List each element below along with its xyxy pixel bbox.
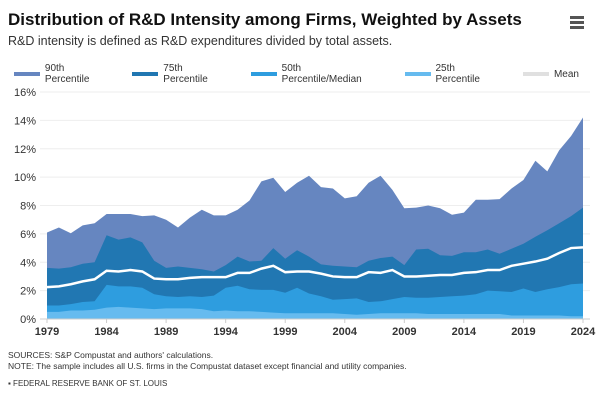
- legend-item[interactable]: 75th Percentile: [132, 63, 229, 85]
- legend-label: 50th Percentile/Median: [281, 63, 362, 85]
- legend-label: 25th Percentile: [435, 63, 480, 85]
- y-tick-label: 14%: [14, 115, 36, 127]
- chart-footnotes: SOURCES: S&P Compustat and authors' calc…: [8, 350, 407, 372]
- x-tick-label: 1979: [35, 326, 59, 338]
- legend-item[interactable]: 90th Percentile: [14, 63, 111, 85]
- y-tick-label: 2%: [20, 286, 36, 298]
- y-tick-label: 16%: [14, 87, 36, 99]
- x-tick-label: 1999: [273, 326, 297, 338]
- x-tick-label: 2004: [333, 326, 358, 338]
- legend-swatch: [522, 72, 549, 76]
- legend-item[interactable]: Mean: [522, 63, 579, 85]
- x-tick-label: 1994: [213, 326, 238, 338]
- y-tick-label: 12%: [14, 144, 36, 156]
- x-tick-label: 2024: [571, 326, 596, 338]
- legend-swatch: [14, 72, 40, 76]
- legend-label: 90th Percentile: [44, 63, 90, 85]
- chart-title: Distribution of R&D Intensity among Firm…: [8, 10, 522, 29]
- legend-swatch: [132, 72, 159, 76]
- legend-swatch: [250, 72, 277, 76]
- chart-plot: 0% 2% 4% 6% 8% 10% 12% 14% 16% 1979 1984 1989 1994 19…: [14, 87, 596, 338]
- legend-label: Mean: [553, 68, 579, 80]
- legend-swatch: [404, 72, 431, 76]
- hamburger-icon[interactable]: [570, 16, 584, 30]
- x-tick-label: 1984: [94, 326, 119, 338]
- line-mean: [46, 246, 584, 289]
- y-tick-label: 10%: [14, 172, 36, 184]
- x-tick-label: 2009: [392, 326, 416, 338]
- y-tick-label: 6%: [20, 229, 36, 241]
- legend-item[interactable]: 25th Percentile: [404, 63, 502, 85]
- chart-subtitle: R&D intensity is defined as R&D expendit…: [8, 34, 393, 48]
- area-25th-percentile: [47, 306, 583, 319]
- legend: 90th Percentile 75th Percentile 50th Perce…: [14, 63, 600, 85]
- legend-label: 75th Percentile: [163, 63, 208, 85]
- brand-text: ▪ FEDERAL RESERVE BANK OF ST. LOUIS: [8, 379, 168, 388]
- note-text: NOTE: The sample includes all U.S. firms…: [8, 361, 407, 371]
- y-tick-label: 0%: [20, 314, 36, 326]
- y-tick-label: 4%: [20, 257, 36, 269]
- area-75th-percentile: [47, 207, 583, 319]
- x-tick-label: 2019: [511, 326, 535, 338]
- sources-text: SOURCES: S&P Compustat and authors' calc…: [8, 350, 214, 360]
- x-tick-label: 1989: [154, 326, 178, 338]
- y-tick-label: 8%: [20, 201, 36, 213]
- x-tick-label: 2014: [452, 326, 477, 338]
- legend-item[interactable]: 50th Percentile/Median: [250, 63, 384, 85]
